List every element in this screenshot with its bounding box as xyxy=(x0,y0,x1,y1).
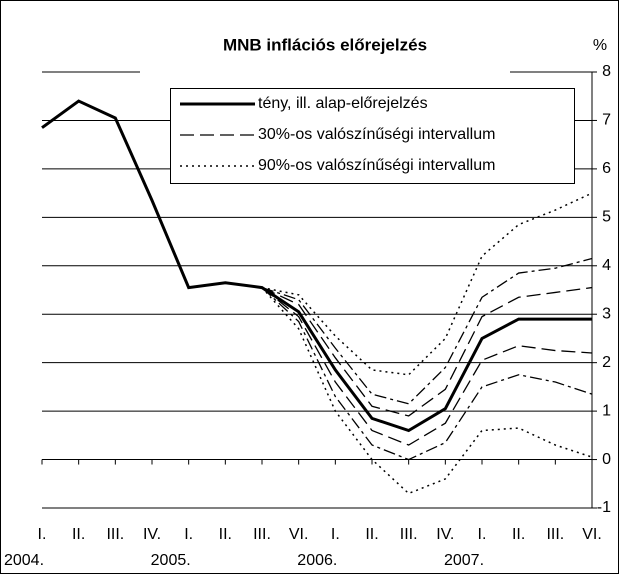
legend-label: 90%-os valószínűségi intervallum xyxy=(258,157,495,174)
x-tick-label: I. xyxy=(38,526,47,543)
legend-label: 30%-os valószínűségi intervallum xyxy=(258,126,495,143)
legend-label: tény, ill. alap-előrejelzés xyxy=(258,95,428,112)
series-line xyxy=(261,287,593,446)
series-line xyxy=(261,287,593,461)
x-tick-label: VI. xyxy=(289,526,309,543)
x-tick-label: II. xyxy=(72,526,85,543)
x-tick-label: III. xyxy=(400,526,418,543)
x-tick-label: II. xyxy=(512,526,525,543)
title-backdrop xyxy=(140,58,510,84)
year-label: 2007. xyxy=(444,552,484,569)
year-label: 2004. xyxy=(4,552,44,569)
x-tick-label: I. xyxy=(331,526,340,543)
x-tick-label: IV. xyxy=(436,526,454,543)
x-tick-label: II. xyxy=(219,526,232,543)
series-line xyxy=(41,99,592,433)
chart-title: MNB inflációs előrejelzés xyxy=(223,35,427,54)
y-tick-label: 4 xyxy=(602,257,611,274)
x-tick-label: III. xyxy=(546,526,564,543)
series-line xyxy=(261,192,593,376)
y-tick-label: 6 xyxy=(602,160,611,177)
y-tick-label: 3 xyxy=(602,305,611,322)
series-line xyxy=(261,286,593,417)
y-tick-label: 0 xyxy=(602,451,611,468)
x-tick-label: III. xyxy=(106,526,124,543)
x-tick-label: III. xyxy=(253,526,271,543)
y-tick-label: -1 xyxy=(597,499,611,516)
x-tick-label: VI. xyxy=(582,526,602,543)
year-label: 2005. xyxy=(151,552,191,569)
year-label: 2006. xyxy=(297,552,337,569)
y-tick-label: 1 xyxy=(602,402,611,419)
x-tick-label: II. xyxy=(365,526,378,543)
x-tick-label: I. xyxy=(184,526,193,543)
y-tick-label: 2 xyxy=(602,354,611,371)
y-unit: % xyxy=(593,37,607,54)
x-tick-label: IV. xyxy=(143,526,161,543)
y-tick-label: 7 xyxy=(602,112,611,129)
y-tick-label: 8 xyxy=(602,63,611,80)
y-tick-label: 5 xyxy=(602,209,611,226)
x-tick-label: I. xyxy=(478,526,487,543)
